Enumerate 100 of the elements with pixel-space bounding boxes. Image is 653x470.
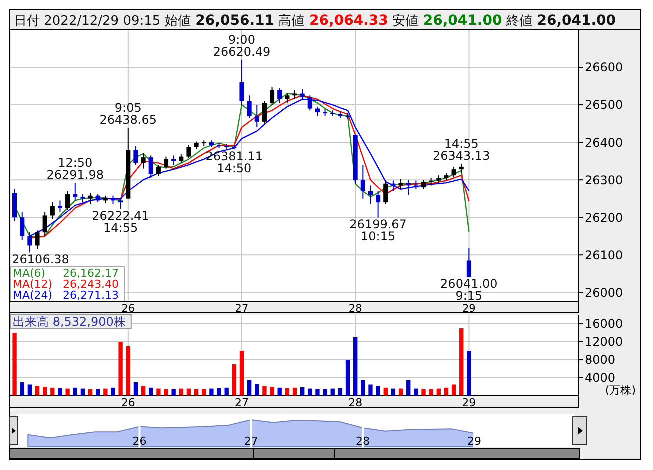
candlestick <box>376 190 381 218</box>
x-tick-label: 26 <box>121 396 136 410</box>
bar <box>406 380 411 396</box>
candlestick <box>308 95 312 112</box>
candlestick <box>66 190 70 211</box>
bar <box>20 382 24 396</box>
y-tick-label: 26300 <box>585 173 624 188</box>
text: MA(24) 26,271.13 <box>13 289 119 302</box>
x-tick-label: 28 <box>348 396 363 410</box>
candlestick <box>240 59 244 106</box>
x-tick-label: 29 <box>462 303 476 315</box>
candlestick <box>247 95 252 119</box>
bar <box>452 384 456 396</box>
candlestick <box>398 178 404 190</box>
x-tick-label: 27 <box>244 435 258 448</box>
bar <box>354 338 358 396</box>
x-tick-label: 26 <box>122 303 136 315</box>
x-tick-label: 29 <box>462 396 476 410</box>
x-tick-label: 27 <box>235 303 249 315</box>
y-tick-label: 12000 <box>585 335 624 350</box>
y-tick-label: 26200 <box>585 210 624 225</box>
y-axis-title: (万株) <box>605 384 636 397</box>
x-tick-label: 29 <box>468 435 482 448</box>
candlestick <box>278 88 282 104</box>
candlestick <box>254 104 260 128</box>
candlestick <box>421 180 426 190</box>
bar <box>255 384 260 396</box>
candlestick <box>141 152 146 170</box>
bar <box>262 386 267 396</box>
bar <box>210 388 214 396</box>
candlestick <box>134 146 138 166</box>
candlestick <box>35 230 40 250</box>
chart-title: 出来高 8,532,900株 <box>13 315 126 329</box>
candlestick <box>50 202 55 220</box>
candlestick <box>73 182 78 202</box>
candlestick <box>28 232 32 254</box>
bar <box>28 384 32 396</box>
bar <box>141 386 146 396</box>
y-tick-label: 4000 <box>585 371 616 386</box>
bar <box>66 388 70 396</box>
bar <box>42 387 48 396</box>
bar <box>467 351 472 396</box>
candlestick <box>452 166 456 178</box>
chart-title: 日付 2022/12/29 09:15 始値 26,056.11 高値 26,064.33 安値 26,041.00 終値 26,041.00 <box>14 13 616 29</box>
candlestick <box>148 155 154 179</box>
bar <box>217 388 222 396</box>
bar <box>429 389 434 396</box>
text: MA(6) 26,162.17 <box>13 267 119 280</box>
candlestick <box>20 211 25 241</box>
y-tick-label: 26600 <box>585 60 624 75</box>
bar <box>361 380 366 396</box>
bar <box>247 380 252 396</box>
candlestick <box>466 248 472 278</box>
bar <box>118 342 123 396</box>
annotation: 26106.38 <box>12 252 70 267</box>
bar <box>376 386 380 396</box>
bar <box>164 389 168 396</box>
bar <box>232 364 236 396</box>
annotation: 9:00 26620.49 <box>213 32 271 59</box>
annotation: 26041.00 9:15 <box>440 277 498 304</box>
y-tick-label: 26500 <box>585 98 624 112</box>
bar <box>270 387 274 396</box>
candlestick <box>88 192 93 205</box>
candlestick <box>156 164 161 177</box>
bar <box>172 389 176 396</box>
candlestick <box>118 198 124 210</box>
bar <box>323 389 328 396</box>
candlestick <box>285 93 290 104</box>
candlestick <box>315 106 320 117</box>
bar <box>111 388 116 396</box>
y-tick-label: 26000 <box>585 286 624 300</box>
candlestick <box>406 180 411 196</box>
candlestick <box>172 155 176 166</box>
x-tick-label: 26 <box>132 435 147 448</box>
annotation: 26381.11 14:50 <box>206 150 264 176</box>
bar <box>316 389 320 396</box>
annotation: 14:55 26343.13 <box>432 136 490 163</box>
candlestick <box>186 145 192 159</box>
candlestick <box>42 211 48 237</box>
candlestick <box>384 180 388 205</box>
bar <box>346 360 350 396</box>
text: MA(12) 26,243.40 <box>13 278 119 291</box>
candlestick <box>300 88 305 100</box>
bar <box>134 382 138 396</box>
bar <box>126 346 130 396</box>
bar <box>12 333 17 396</box>
y-tick-label: 8000 <box>585 353 616 368</box>
x-tick-label: 28 <box>356 435 370 448</box>
bar <box>368 384 373 396</box>
bar <box>240 351 244 396</box>
y-tick-label: 16000 <box>585 317 624 332</box>
bar <box>422 389 426 396</box>
candlestick <box>368 185 374 205</box>
bar <box>300 387 305 396</box>
annotation: 26199.67 10:15 <box>350 218 407 244</box>
bar <box>58 388 62 396</box>
x-tick-label: 27 <box>234 396 249 410</box>
y-tick-label: 26400 <box>585 136 624 150</box>
candlestick <box>262 100 267 124</box>
bar <box>414 388 418 396</box>
